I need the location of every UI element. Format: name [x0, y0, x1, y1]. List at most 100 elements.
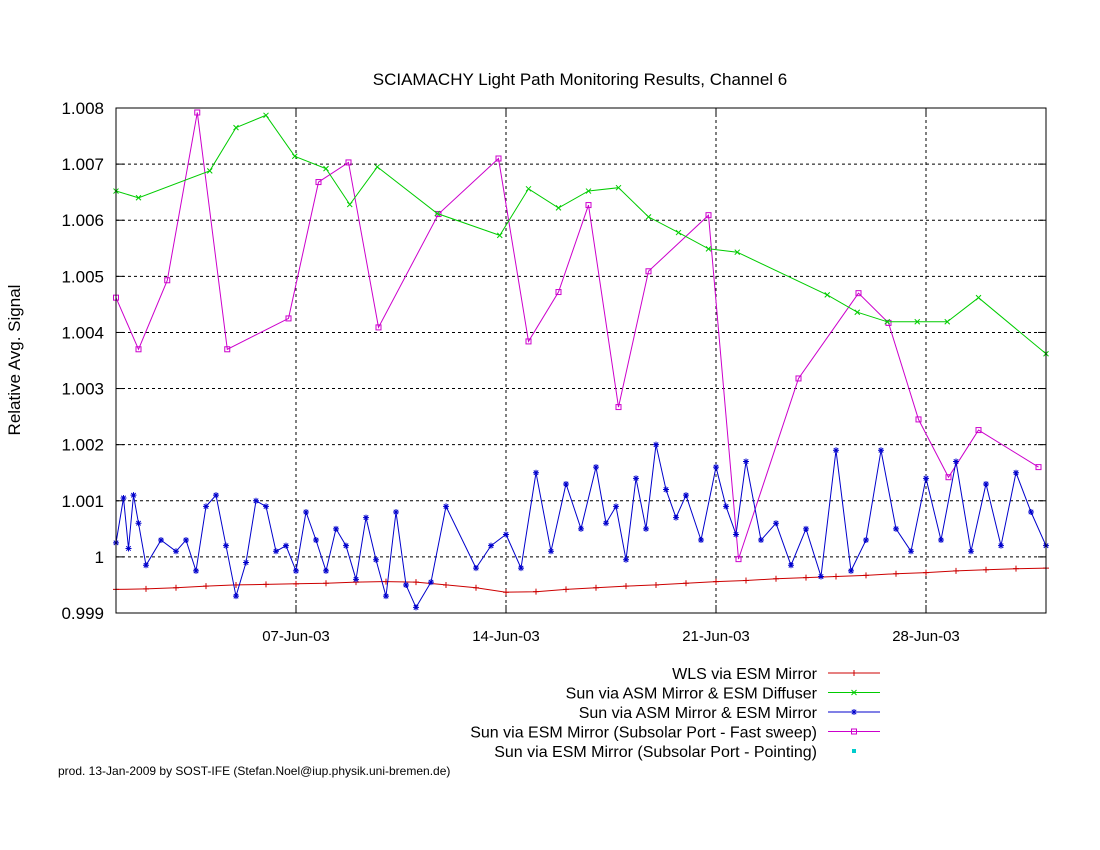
legend-marker: [851, 670, 857, 676]
data-point: [923, 569, 929, 576]
data-point: [705, 212, 712, 219]
series-1: [113, 112, 1049, 357]
data-point: [723, 503, 729, 510]
data-point: [363, 514, 369, 521]
series-0: [113, 565, 1049, 596]
data-point: [323, 567, 329, 574]
legend-marker: [852, 749, 856, 753]
data-point: [173, 584, 179, 591]
data-point: [203, 503, 209, 510]
data-point: [120, 494, 127, 501]
data-point: [503, 531, 509, 538]
data-point: [443, 503, 449, 510]
y-tick-label: 1.001: [61, 492, 104, 511]
data-point: [833, 573, 839, 580]
series-3: [113, 109, 1042, 563]
data-point: [555, 289, 562, 296]
data-point: [884, 318, 891, 325]
data-point: [653, 581, 659, 588]
data-point: [263, 112, 269, 119]
data-point: [548, 548, 554, 555]
data-point: [555, 205, 562, 211]
data-point: [773, 575, 779, 582]
data-point: [315, 179, 322, 186]
data-point: [713, 578, 719, 585]
data-point: [663, 486, 669, 493]
y-axis-label: Relative Avg. Signal: [5, 285, 24, 436]
data-point: [345, 159, 352, 166]
data-point: [434, 210, 441, 217]
legend-label: Sun via ASM Mirror & ESM Mirror: [579, 705, 818, 722]
data-point: [615, 184, 622, 191]
data-point: [645, 268, 652, 275]
data-point: [683, 580, 689, 587]
y-tick-label: 1.008: [61, 99, 104, 118]
data-point: [130, 492, 137, 499]
data-point: [613, 503, 619, 510]
y-tick-label: 1.006: [61, 211, 104, 230]
data-point: [713, 464, 719, 471]
data-point: [878, 447, 884, 454]
y-tick-label: 1.002: [61, 436, 104, 455]
data-point: [585, 188, 592, 194]
grid: [116, 108, 1046, 613]
data-point: [233, 124, 239, 131]
data-point: [623, 583, 629, 590]
data-point: [623, 556, 629, 563]
data-point: [135, 194, 142, 201]
data-point: [323, 165, 329, 172]
data-point: [975, 294, 982, 301]
data-point: [533, 588, 539, 595]
x-tick-label: 14-Jun-03: [472, 628, 540, 645]
data-point: [428, 579, 434, 586]
data-point: [488, 542, 494, 549]
data-point: [443, 581, 449, 588]
data-point: [164, 277, 171, 284]
data-point: [743, 458, 749, 465]
data-point: [848, 567, 854, 574]
data-point: [975, 427, 982, 434]
data-point: [135, 520, 142, 527]
data-point: [495, 155, 502, 162]
data-point: [333, 525, 339, 532]
data-point: [653, 441, 659, 448]
plot-frame: [115, 107, 1047, 614]
data-point: [734, 249, 741, 256]
data-point: [158, 537, 164, 544]
data-point: [224, 346, 231, 353]
data-point: [194, 109, 201, 116]
data-point: [983, 480, 989, 487]
data-point: [273, 548, 279, 555]
data-point: [945, 474, 952, 481]
data-point: [645, 214, 652, 220]
data-point: [253, 497, 259, 504]
data-point: [953, 458, 959, 465]
legend-label: Sun via ASM Mirror & ESM Diffuser: [566, 686, 818, 703]
data-point: [675, 229, 682, 236]
x-tick-label: 21-Jun-03: [682, 628, 750, 645]
data-point: [473, 565, 479, 572]
y-tick-label: 1.004: [61, 323, 104, 342]
data-point: [263, 503, 269, 510]
data-point: [705, 245, 712, 252]
data-point: [353, 576, 359, 583]
data-point: [953, 567, 959, 574]
data-point: [938, 537, 944, 544]
y-tick-label: 1.003: [61, 380, 104, 399]
data-point: [233, 593, 239, 600]
y-axis: 0.999 1 1.001 1.002 1.003 1.004 1.005 1.006 1.00…: [61, 99, 1046, 623]
data-point: [413, 604, 419, 611]
data-point: [968, 548, 974, 555]
data-point: [603, 520, 609, 527]
data-point: [585, 202, 592, 209]
data-point: [615, 404, 622, 411]
data-point: [633, 475, 639, 482]
data-point: [183, 537, 189, 544]
data-point: [824, 291, 831, 298]
data-point: [683, 492, 689, 499]
data-point: [473, 584, 479, 591]
data-point: [803, 525, 809, 532]
x-axis: 07-Jun-03 14-Jun-03 21-Jun-03 28-Jun-03: [262, 108, 960, 645]
data-point: [346, 201, 353, 208]
